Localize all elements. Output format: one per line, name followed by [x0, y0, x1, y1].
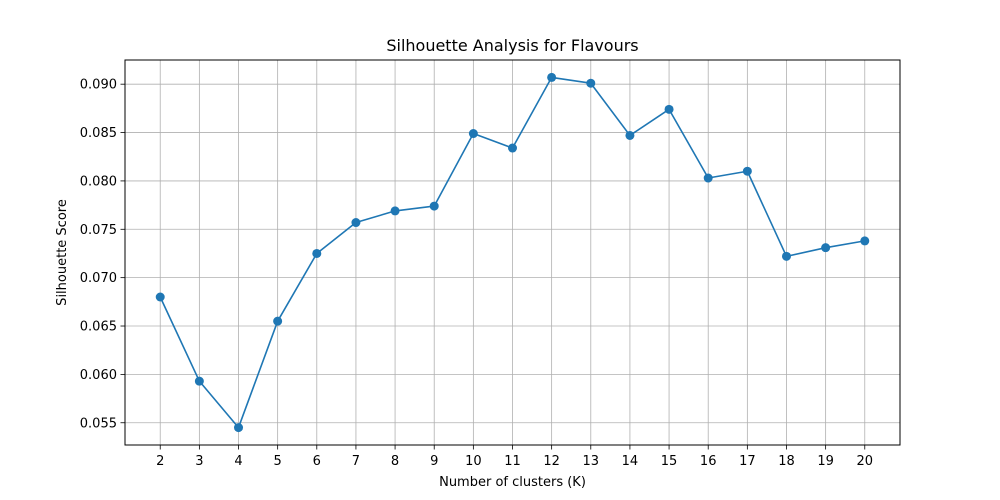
x-tick-label: 9 [430, 454, 438, 469]
y-axis-label: Silhouette Score [55, 199, 70, 306]
x-tick-label: 19 [817, 454, 834, 469]
data-point-k3 [194, 376, 204, 386]
data-point-k19 [821, 243, 831, 253]
data-point-k14 [625, 130, 635, 140]
x-tick-label: 3 [195, 454, 203, 469]
y-tick-label: 0.060 [80, 368, 117, 383]
x-axis-ticks: 2 3 4 5 6 7 8 9 10 11 12 13 14 15 16 17 18 19 20 [156, 445, 873, 469]
y-tick-label: 0.075 [80, 223, 117, 238]
x-tick-label: 17 [739, 454, 756, 469]
y-tick-label: 0.065 [80, 320, 117, 335]
x-tick-label: 12 [543, 454, 560, 469]
data-point-k13 [586, 78, 596, 88]
x-tick-label: 10 [465, 454, 482, 469]
data-point-k5 [273, 316, 283, 326]
data-point-k18 [781, 251, 791, 261]
x-tick-label: 5 [274, 454, 282, 469]
y-tick-label: 0.070 [80, 271, 117, 286]
data-point-k17 [742, 166, 752, 176]
data-point-k8 [390, 206, 400, 216]
y-tick-label: 0.080 [80, 174, 117, 189]
x-tick-label: 7 [352, 454, 360, 469]
chart-title: Silhouette Analysis for Flavours [386, 36, 638, 55]
data-point-k20 [860, 236, 870, 246]
x-tick-label: 18 [778, 454, 795, 469]
x-tick-label: 4 [234, 454, 242, 469]
x-tick-label: 8 [391, 454, 399, 469]
y-tick-label: 0.055 [80, 416, 117, 431]
data-point-k4 [234, 423, 244, 433]
data-point-k9 [429, 201, 439, 211]
y-axis-ticks: 0.055 0.060 0.065 0.070 0.075 0.080 0.085 0.090 [80, 78, 125, 431]
data-point-k12 [547, 72, 557, 82]
x-tick-label: 2 [156, 454, 164, 469]
series-layer [155, 72, 870, 433]
data-point-k16 [703, 173, 713, 183]
x-tick-label: 11 [504, 454, 521, 469]
x-tick-label: 14 [622, 454, 639, 469]
x-tick-label: 16 [700, 454, 717, 469]
x-axis-label: Number of clusters (K) [439, 475, 586, 490]
x-tick-label: 13 [583, 454, 600, 469]
grid [125, 60, 900, 445]
y-tick-label: 0.090 [80, 78, 117, 93]
data-point-k15 [664, 104, 674, 114]
data-point-k10 [468, 129, 478, 139]
y-tick-label: 0.085 [80, 126, 117, 141]
data-point-k6 [312, 248, 322, 258]
data-point-k2 [155, 292, 165, 302]
data-point-k11 [508, 143, 517, 153]
x-tick-label: 20 [856, 454, 873, 469]
data-point-k7 [351, 218, 361, 228]
x-tick-label: 6 [313, 454, 321, 469]
x-tick-label: 15 [661, 454, 678, 469]
